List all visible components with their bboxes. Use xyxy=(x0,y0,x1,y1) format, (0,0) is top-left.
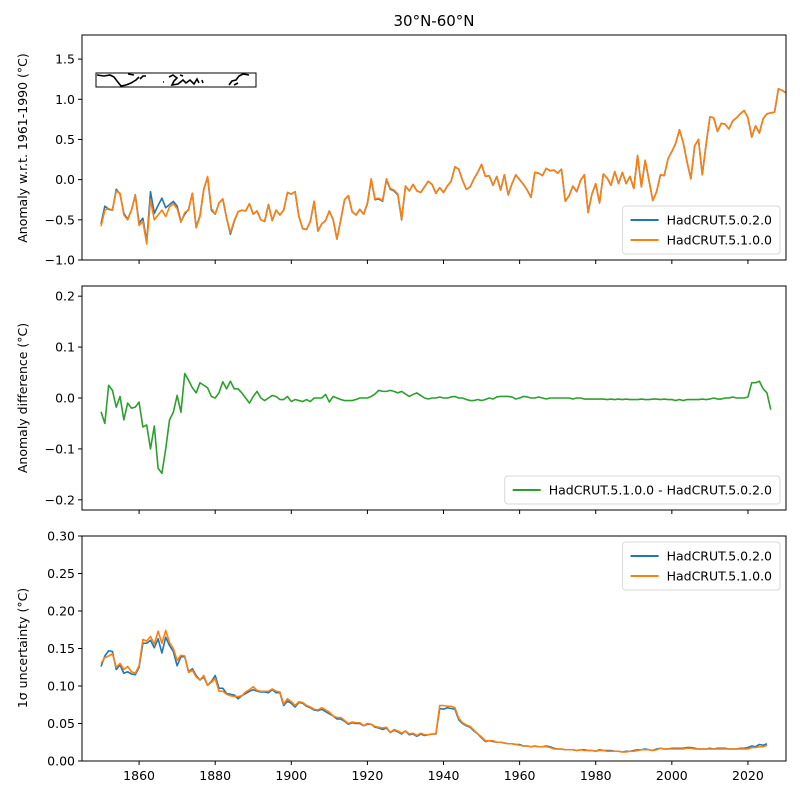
y-tick-label: 0.15 xyxy=(47,641,75,656)
y-tick-label: −0.1 xyxy=(45,441,75,456)
y-ticks: −1.0 −0.5 0.0 0.5 1.0 1.5 xyxy=(45,52,82,268)
x-ticks xyxy=(138,260,749,264)
legend-label: HadCRUT.5.0.2.0 xyxy=(667,213,772,228)
legend-label: HadCRUT.5.0.2.0 xyxy=(667,549,772,564)
series-group xyxy=(100,629,768,753)
legend: HadCRUT.5.0.2.0 HadCRUT.5.1.0.0 xyxy=(622,541,781,591)
legend-box xyxy=(622,541,781,591)
panel-difference: Anomaly difference (°C) −0.2 −0.1 0.0 0.1 0.… xyxy=(15,285,787,514)
x-tick-label: 1960 xyxy=(504,768,536,783)
y-axis-label: Anomaly w.r.t. 1961-1990 (°C) xyxy=(15,53,30,243)
plot-frame xyxy=(81,285,787,511)
legend-box xyxy=(504,475,781,505)
legend: HadCRUT.5.1.0.0 - HadCRUT.5.0.2.0 xyxy=(504,475,781,505)
y-tick-label: −1.0 xyxy=(45,253,75,268)
plot-frame xyxy=(81,535,787,762)
series-line-hadcrut-5-1-0-0 xyxy=(100,88,786,245)
y-tick-label: 0.30 xyxy=(47,529,75,544)
y-tick-label: 0.25 xyxy=(47,566,75,581)
y-tick-label: 0.2 xyxy=(55,289,75,304)
x-tick-label: 1920 xyxy=(351,768,383,783)
legend-label: HadCRUT.5.1.0.0 xyxy=(667,233,772,248)
panel-anomaly: 30°N-60°N Anomaly w.r.t. 1961-1990 (°C) … xyxy=(15,12,787,268)
x-tick-label: 1900 xyxy=(275,768,307,783)
y-ticks: 0.00 0.05 0.10 0.15 0.20 0.25 0.30 xyxy=(47,529,82,769)
legend-box xyxy=(622,205,781,255)
coastline-icon xyxy=(96,73,250,87)
y-tick-label: 0.05 xyxy=(47,716,75,731)
chart-title: 30°N-60°N xyxy=(393,12,474,30)
y-tick-label: −0.2 xyxy=(45,492,75,507)
legend: HadCRUT.5.0.2.0 HadCRUT.5.1.0.0 xyxy=(622,205,781,255)
x-tick-label: 2020 xyxy=(732,768,764,783)
x-tick-label: 2000 xyxy=(656,768,688,783)
x-tick-label: 1860 xyxy=(123,768,155,783)
y-tick-label: 1.5 xyxy=(55,52,75,67)
y-tick-label: 0.1 xyxy=(55,340,75,355)
y-axis-label: 1σ uncertainty (°C) xyxy=(15,588,30,708)
y-tick-label: 0.20 xyxy=(47,604,75,619)
series-line-hadcrut-5-1-0-0 xyxy=(100,629,768,753)
series-line-hadcrut-5-1-0-0-hadcrut-5-0-2-0 xyxy=(100,372,772,475)
x-tick-label: 1940 xyxy=(428,768,460,783)
region-map-inset xyxy=(95,72,257,88)
panel-uncertainty: 1σ uncertainty (°C) 0.00 0.05 0.10 0.15 0.20… xyxy=(15,529,787,783)
x-ticks xyxy=(138,510,749,514)
y-tick-label: 0.0 xyxy=(55,391,75,406)
x-tick-label: 1880 xyxy=(199,768,231,783)
series-group xyxy=(100,372,772,475)
x-ticks: 1860 1880 1900 1920 1940 1960 1980 2000 2020 xyxy=(123,761,764,783)
y-tick-label: 0.5 xyxy=(55,132,75,147)
legend-label: HadCRUT.5.1.0.0 xyxy=(667,569,772,584)
legend-label: HadCRUT.5.1.0.0 - HadCRUT.5.0.2.0 xyxy=(549,483,772,498)
y-tick-label: 0.0 xyxy=(55,172,75,187)
y-axis-label: Anomaly difference (°C) xyxy=(15,323,30,473)
y-tick-label: 0.10 xyxy=(47,679,75,694)
y-tick-label: −0.5 xyxy=(45,212,75,227)
plot-frame xyxy=(81,34,787,261)
x-tick-label: 1980 xyxy=(580,768,612,783)
y-ticks: −0.2 −0.1 0.0 0.1 0.2 xyxy=(45,289,82,507)
y-tick-label: 0.00 xyxy=(47,754,75,769)
series-group xyxy=(100,88,786,245)
y-tick-label: 1.0 xyxy=(55,92,75,107)
